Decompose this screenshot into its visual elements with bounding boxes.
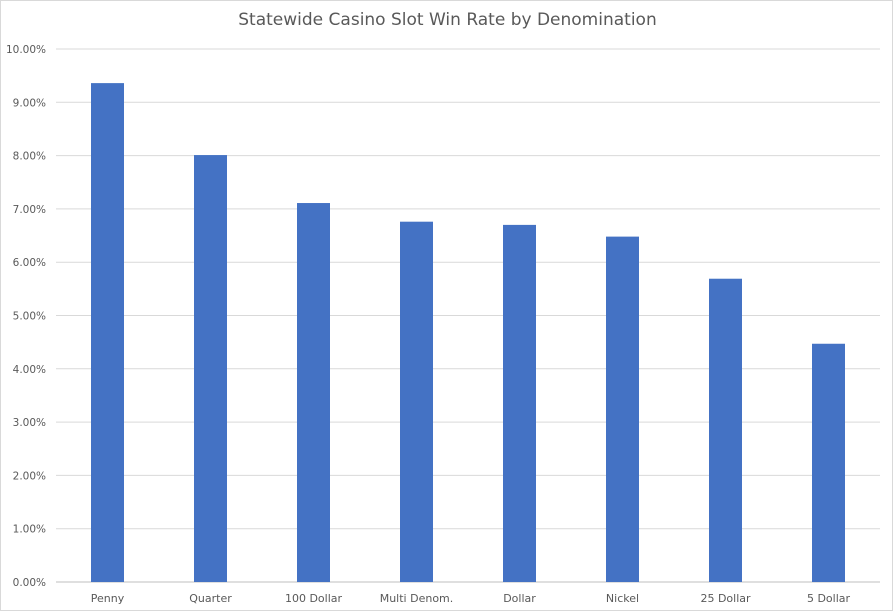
bar-dollar (503, 224, 536, 582)
y-tick-label: 5.00% (13, 311, 46, 323)
bar-quarter (194, 155, 227, 582)
x-tick-label: Nickel (606, 592, 639, 605)
y-tick-label: 7.00% (13, 204, 46, 216)
gridlines (56, 48, 880, 583)
x-tick-label: 5 Dollar (807, 592, 851, 605)
bar-5-dollar (812, 343, 845, 582)
bars (91, 83, 845, 583)
bar-multi-denom (400, 221, 433, 582)
x-tick-label: 100 Dollar (285, 592, 343, 605)
x-tick-label: Quarter (189, 592, 232, 605)
y-tick-label: 6.00% (13, 257, 46, 269)
y-axis-ticks: 0.00% 1.00% 2.00% 3.00% 4.00% 5.00% 6.00% 7.00%… (6, 44, 46, 589)
y-tick-label: 2.00% (13, 470, 46, 482)
bar-penny (91, 83, 124, 582)
y-tick-label: 9.00% (13, 97, 46, 109)
bar-25-dollar (709, 278, 742, 582)
bar-nickel (606, 236, 639, 582)
x-tick-label: 25 Dollar (700, 592, 751, 605)
x-tick-label: Dollar (503, 592, 536, 605)
x-tick-label: Penny (91, 592, 125, 605)
y-tick-label: 8.00% (13, 151, 46, 163)
y-tick-label: 4.00% (13, 364, 46, 376)
x-tick-label: Multi Denom. (380, 592, 454, 605)
x-axis-ticks: Penny Quarter 100 Dollar Multi Denom. Dollar… (91, 592, 851, 605)
chart-title: Statewide Casino Slot Win Rate by Denomi… (238, 10, 657, 30)
y-tick-label: 0.00% (13, 577, 46, 589)
bar-100-dollar (297, 203, 330, 583)
y-tick-label: 10.00% (6, 44, 46, 56)
y-tick-label: 3.00% (13, 417, 46, 429)
y-tick-label: 1.00% (13, 524, 46, 536)
